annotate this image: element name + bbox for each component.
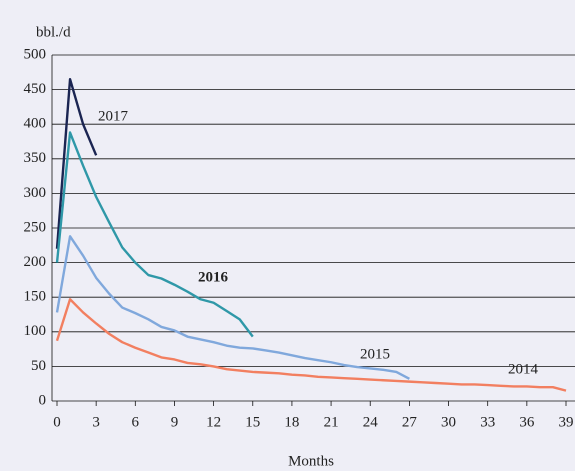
- x-tick-label: 15: [245, 414, 260, 430]
- series-label: 2016: [198, 269, 229, 285]
- y-tick-label: 450: [24, 81, 47, 97]
- x-tick-label: 18: [284, 414, 299, 430]
- y-tick-label: 200: [24, 254, 47, 270]
- y-tick-label: 0: [39, 392, 47, 408]
- x-tick-label: 24: [363, 414, 379, 430]
- x-tick-label: 33: [480, 414, 495, 430]
- y-tick-label: 500: [24, 46, 47, 62]
- y-tick-label: 50: [31, 358, 46, 374]
- x-tick-label: 21: [324, 414, 339, 430]
- x-tick-label: 27: [402, 414, 418, 430]
- y-tick-label: 300: [24, 185, 47, 201]
- y-tick-label: 100: [24, 323, 47, 339]
- x-tick-label: 39: [559, 414, 574, 430]
- y-tick-label: 400: [24, 116, 47, 132]
- y-tick-label: 150: [24, 289, 47, 305]
- x-axis-label: Months: [288, 453, 334, 469]
- y-tick-label: 350: [24, 150, 47, 166]
- x-tick-label: 6: [132, 414, 140, 430]
- series-line: [55, 78, 98, 249]
- x-tick-label: 9: [171, 414, 179, 430]
- x-tick-label: 30: [441, 414, 456, 430]
- y-tick-label: 250: [24, 219, 47, 235]
- series-label: 2017: [98, 108, 129, 124]
- x-tick-label: 12: [206, 414, 221, 430]
- series-line: [55, 298, 567, 392]
- series-label: 2014: [508, 361, 539, 377]
- y-axis-label: bbl./d: [36, 24, 71, 40]
- x-tick-label: 36: [519, 414, 535, 430]
- x-tick-label: 3: [92, 414, 100, 430]
- series-line: [55, 235, 410, 380]
- series-label: 2015: [360, 346, 390, 362]
- x-tick-label: 0: [53, 414, 61, 430]
- series-line: [55, 131, 254, 338]
